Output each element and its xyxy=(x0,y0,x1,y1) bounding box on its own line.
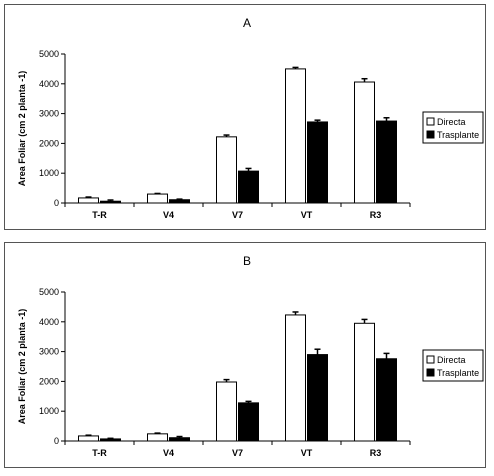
bar-trasplante-v7 xyxy=(238,170,259,204)
y-tick-label: 1000 xyxy=(39,168,59,178)
bar-trasplante-v4 xyxy=(169,437,190,442)
y-tick-label: 3000 xyxy=(39,347,59,357)
y-axis-label: Area Foliar (cm 2 planta -1) xyxy=(17,309,27,425)
x-tick-label: R3 xyxy=(370,448,382,458)
x-tick-label: T-R xyxy=(92,210,107,220)
y-tick-label: 4000 xyxy=(39,317,59,327)
chart-panel-b: B Area Foliar (cm 2 planta -1) 0 1000 2000 30… xyxy=(4,242,486,468)
y-tick-label: 4000 xyxy=(39,79,59,89)
legend-swatch-trasplante xyxy=(426,368,435,377)
bar-trasplante-t-r xyxy=(100,200,121,204)
legend-label-trasplante: Trasplante xyxy=(437,368,479,378)
chart-a-svg: A Area Foliar (cm 2 planta -1) 0 1000 2000 30… xyxy=(17,16,484,220)
legend-swatch-directa xyxy=(426,355,435,364)
x-tick-label: VT xyxy=(301,448,313,458)
bar-trasplante-r3 xyxy=(376,120,397,204)
legend-swatch-trasplante xyxy=(426,130,435,139)
bar-directa-v4 xyxy=(147,433,168,442)
x-tick-label: V7 xyxy=(232,448,243,458)
y-tick-label: 2000 xyxy=(39,138,59,148)
bar-directa-v7 xyxy=(216,381,237,442)
y-tick-label: 5000 xyxy=(39,49,59,59)
bar-trasplante-vt xyxy=(307,121,328,204)
legend-label-directa: Directa xyxy=(437,117,466,127)
legend-label-trasplante: Trasplante xyxy=(437,130,479,140)
y-tick-label: 0 xyxy=(54,198,59,208)
bar-directa-r3 xyxy=(354,322,375,442)
y-tick-label: 3000 xyxy=(39,109,59,119)
bar-trasplante-vt xyxy=(307,354,328,442)
chart-title: B xyxy=(243,254,251,268)
bar-directa-t-r xyxy=(78,435,99,442)
x-tick-label: T-R xyxy=(92,448,107,458)
x-tick-label: V4 xyxy=(163,210,174,220)
x-tick-label: R3 xyxy=(370,210,382,220)
legend-label-directa: Directa xyxy=(437,355,466,365)
y-tick-label: 1000 xyxy=(39,406,59,416)
bar-trasplante-v7 xyxy=(238,402,259,442)
x-tick-label: V4 xyxy=(163,448,174,458)
bar-directa-r3 xyxy=(354,81,375,204)
bar-directa-v7 xyxy=(216,136,237,204)
y-tick-label: 2000 xyxy=(39,376,59,386)
bar-directa-vt xyxy=(285,68,306,204)
legend-swatch-directa xyxy=(426,117,435,126)
chart-b-svg: B Area Foliar (cm 2 planta -1) 0 1000 2000 30… xyxy=(17,254,484,458)
bar-trasplante-v4 xyxy=(169,199,190,204)
bar-trasplante-t-r xyxy=(100,438,121,442)
y-axis-label: Area Foliar (cm 2 planta -1) xyxy=(17,71,27,187)
chart-title: A xyxy=(243,16,251,30)
bar-trasplante-r3 xyxy=(376,358,397,442)
bar-directa-vt xyxy=(285,314,306,442)
bar-directa-v4 xyxy=(147,193,168,204)
x-tick-label: V7 xyxy=(232,210,243,220)
x-tick-label: VT xyxy=(301,210,313,220)
y-tick-label: 5000 xyxy=(39,287,59,297)
bar-directa-t-r xyxy=(78,197,99,204)
chart-panel-a: A Area Foliar (cm 2 planta -1) 0 1000 2000 30… xyxy=(4,4,486,230)
y-tick-label: 0 xyxy=(54,436,59,446)
